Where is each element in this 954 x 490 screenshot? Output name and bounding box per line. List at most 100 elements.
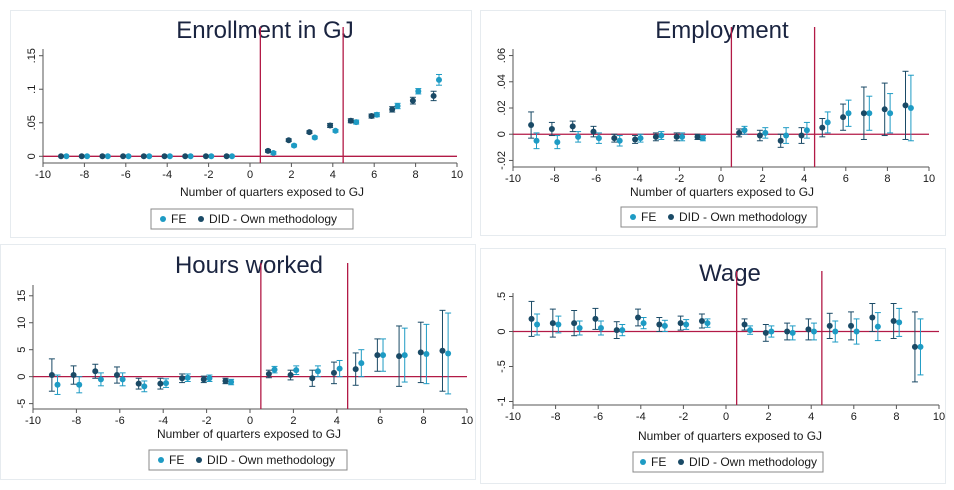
x-axis-label: Number of quarters exposed to GJ	[180, 185, 364, 199]
did-point	[571, 320, 578, 327]
fe-point	[616, 137, 623, 144]
y-tick-label: -1	[496, 397, 508, 407]
did-point	[890, 318, 897, 324]
did-point	[99, 153, 106, 160]
did-point	[848, 322, 855, 329]
did-point	[157, 380, 164, 387]
did-point	[741, 321, 748, 328]
did-point	[182, 153, 189, 160]
fe-point	[291, 142, 298, 149]
chart-enrollment: Enrollment in GJ Number of quarters expo…	[26, 17, 463, 230]
did-point	[528, 315, 535, 322]
x-tick-label: -8	[80, 169, 90, 181]
x-tick-label: 8	[421, 415, 427, 427]
fe-point	[887, 110, 894, 117]
did-point	[78, 153, 85, 160]
did-point	[368, 113, 375, 120]
fe-point	[311, 134, 318, 141]
did-point	[698, 318, 705, 324]
fe-point	[336, 365, 343, 372]
x-tick-label: 8	[893, 411, 899, 423]
fe-point	[575, 133, 582, 140]
x-tick-label: -2	[202, 415, 212, 427]
fe-point	[789, 329, 796, 336]
legend-fe-marker	[160, 216, 166, 222]
did-point	[694, 133, 701, 140]
did-point	[409, 97, 416, 104]
chart-wage: Wage Number of quarters exposed to GJ FE…	[496, 260, 945, 473]
did-point	[840, 114, 847, 121]
did-point	[826, 322, 833, 329]
did-point	[161, 153, 168, 160]
fe-point	[97, 376, 104, 383]
x-tick-label: 4	[801, 173, 807, 185]
y-tick-label: 10	[16, 317, 28, 329]
fe-point	[84, 153, 91, 160]
y-tick-label: .02	[496, 100, 508, 115]
fe-point	[401, 352, 408, 359]
fe-point	[853, 328, 860, 335]
chart-panel-hours-worked: Hours worked Number of quarters exposed …	[0, 244, 476, 480]
chart-title: Wage	[699, 260, 761, 287]
did-point	[430, 92, 437, 99]
fe-point	[293, 367, 300, 374]
did-point	[902, 102, 909, 109]
y-tick-label: -5	[16, 399, 28, 409]
y-tick-label: .1	[26, 85, 38, 94]
chart-panel-wage: Wage Number of quarters exposed to GJ FE…	[480, 248, 946, 484]
y-tick-label: .15	[26, 48, 38, 63]
did-point	[805, 326, 812, 333]
legend-box	[620, 206, 818, 228]
did-point	[632, 136, 639, 143]
x-tick-label: -10	[35, 169, 51, 181]
x-tick-label: -4	[162, 169, 172, 181]
chart-hours-worked: Hours worked Number of quarters exposed …	[16, 252, 473, 471]
fe-point	[125, 153, 132, 160]
did-point	[784, 328, 791, 335]
fe-point	[683, 321, 690, 328]
did-point	[613, 327, 620, 334]
fe-point	[380, 352, 387, 359]
fe-point	[163, 380, 170, 387]
fe-point	[534, 321, 541, 328]
did-point	[656, 321, 663, 328]
x-axis-label: Number of quarters exposed to GJ	[157, 427, 341, 441]
y-tick-label: -.02	[496, 151, 508, 170]
fe-point	[76, 381, 83, 388]
legend-did-marker	[196, 457, 202, 463]
fe-point	[810, 328, 817, 335]
did-point	[548, 125, 555, 132]
fe-point	[228, 153, 235, 160]
fe-point	[555, 321, 562, 328]
legend-did-marker	[678, 459, 684, 465]
x-tick-label: 2	[766, 411, 772, 423]
did-point	[306, 129, 313, 136]
did-point	[396, 353, 403, 360]
fe-point	[704, 320, 711, 327]
chart-panel-enrollment: Enrollment in GJ Number of quarters expo…	[10, 10, 472, 238]
fe-point	[907, 105, 914, 111]
legend-box	[148, 449, 348, 471]
fe-point	[768, 328, 775, 335]
fe-point	[699, 135, 706, 142]
x-tick-label: 4	[330, 169, 336, 181]
did-point	[285, 137, 292, 144]
x-tick-label: 0	[247, 169, 253, 181]
did-point	[611, 135, 618, 142]
x-tick-label: -6	[593, 411, 603, 423]
y-tick-label: 0	[496, 131, 508, 137]
x-tick-label: 6	[851, 411, 857, 423]
x-tick-label: -10	[25, 415, 41, 427]
x-tick-label: -8	[72, 415, 82, 427]
fe-point	[206, 375, 213, 382]
did-point	[652, 133, 659, 140]
did-point	[911, 343, 918, 350]
fe-point	[762, 129, 769, 136]
fe-point	[228, 379, 235, 386]
fe-point	[270, 149, 277, 156]
fe-point	[208, 153, 215, 160]
did-point	[590, 128, 597, 135]
fe-point	[679, 133, 686, 140]
fe-point	[533, 137, 540, 144]
did-point	[549, 320, 556, 327]
